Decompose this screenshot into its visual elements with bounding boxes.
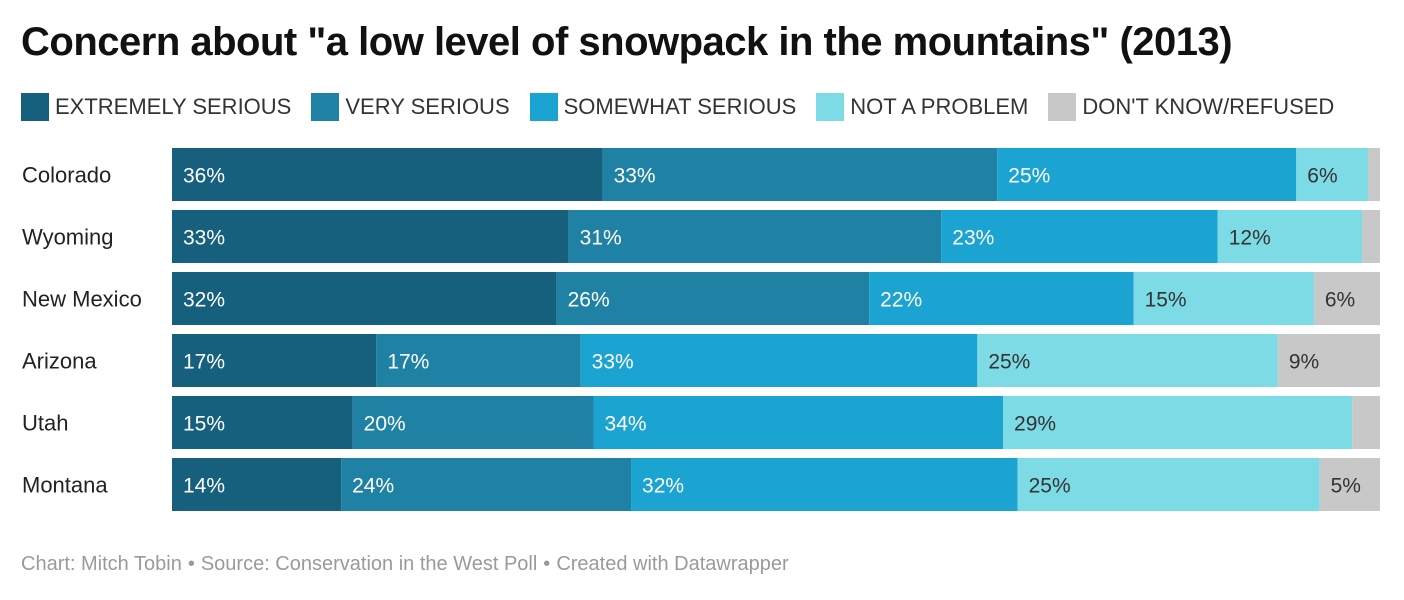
bar-segment-very-serious [376, 334, 581, 387]
bar-segment-very-serious [602, 148, 998, 201]
bar-row-wyoming: Wyoming 33% 31% 23% 12% [22, 210, 1380, 263]
data-label: 36% [183, 165, 225, 188]
footer-separator-1: • [187, 553, 195, 575]
data-label: 32% [642, 475, 684, 498]
data-label: 33% [614, 165, 656, 188]
footer-credit: Chart: Mitch Tobin [21, 553, 182, 575]
category-label: Colorado [22, 163, 111, 188]
bar-segment-very-serious [352, 396, 594, 449]
bar-segment-very-serious [341, 458, 632, 511]
data-label: 9% [1289, 351, 1319, 374]
data-label: 22% [880, 289, 922, 312]
bar-segment-somewhat-serious [869, 272, 1134, 325]
data-label: 20% [364, 413, 406, 436]
bar-segment-don-t-know-refused [1313, 272, 1380, 325]
data-label: 5% [1331, 475, 1361, 498]
legend-item-don-t-know-refused: DON'T KNOW/REFUSED [1048, 93, 1334, 121]
footer-separator-2: • [543, 553, 551, 575]
legend-item-extremely-serious: EXTREMELY SERIOUS [21, 93, 291, 121]
bar-segment-somewhat-serious [631, 458, 1018, 511]
bar-segment-extremely-serious [172, 458, 342, 511]
data-label: 29% [1014, 413, 1056, 436]
data-label: 26% [568, 289, 610, 312]
footer-source: Source: Conservation in the West Poll [200, 553, 538, 575]
bar-row-new-mexico: New Mexico 32% 26% 22% 15% 6% [22, 272, 1380, 325]
chart-footer: Chart: Mitch Tobin • Source: Conservation … [21, 553, 789, 576]
bar-segment-don-t-know-refused [1352, 396, 1380, 449]
data-label: 6% [1307, 165, 1337, 188]
bar-segment-not-a-problem [1133, 272, 1314, 325]
bar-segment-don-t-know-refused [1277, 334, 1380, 387]
legend-label: SOMEWHAT SERIOUS [563, 94, 797, 119]
category-label: Arizona [22, 349, 97, 374]
data-label: 14% [183, 475, 225, 498]
bar-row-utah: Utah 15% 20% 34% 29% [22, 396, 1380, 449]
data-label: 15% [183, 413, 225, 436]
data-label: 31% [580, 227, 622, 250]
legend-label: EXTREMELY SERIOUS [55, 94, 292, 119]
category-label: Wyoming [22, 225, 114, 250]
bar-segment-somewhat-serious [580, 334, 978, 387]
bar-segment-extremely-serious [172, 148, 603, 201]
data-label: 12% [1229, 227, 1271, 250]
legend-label: NOT A PROBLEM [850, 94, 1029, 119]
bar-segment-not-a-problem [1217, 210, 1362, 263]
footer-tool: Created with Datawrapper [556, 553, 789, 575]
category-label: New Mexico [22, 287, 142, 312]
bar-segment-extremely-serious [172, 210, 569, 263]
bar-segment-not-a-problem [1017, 458, 1320, 511]
category-label: Montana [22, 473, 108, 498]
legend-item-somewhat-serious: SOMEWHAT SERIOUS [529, 93, 797, 121]
legend-label: VERY SERIOUS [345, 94, 510, 119]
data-label: 33% [592, 351, 634, 374]
legend-swatch [529, 93, 558, 121]
legend-swatch [21, 93, 49, 121]
data-label: 17% [387, 351, 429, 374]
data-label: 33% [183, 227, 225, 250]
data-label: 15% [1145, 289, 1187, 312]
bar-segment-not-a-problem [977, 334, 1278, 387]
bar-segment-don-t-know-refused [1368, 148, 1380, 201]
bar-row-colorado: Colorado 36% 33% 25% 6% [22, 148, 1380, 201]
bar-segment-not-a-problem [1296, 148, 1369, 201]
bar-segment-don-t-know-refused [1319, 458, 1380, 511]
data-label: 25% [1029, 475, 1071, 498]
bar-segment-very-serious [556, 272, 870, 325]
bar-segment-somewhat-serious [941, 210, 1218, 263]
data-label: 32% [183, 289, 225, 312]
chart-legend: EXTREMELY SERIOUS VERY SERIOUS SOMEWHAT SE… [21, 92, 1354, 122]
legend-item-very-serious: VERY SERIOUS [311, 93, 510, 121]
bar-segment-somewhat-serious [997, 148, 1297, 201]
bar-segment-extremely-serious [172, 396, 353, 449]
bar-segment-don-t-know-refused [1361, 210, 1380, 263]
legend-item-not-a-problem: NOT A PROBLEM [816, 93, 1028, 121]
data-label: 34% [605, 413, 647, 436]
chart-title: Concern about "a low level of snowpack i… [21, 20, 1233, 64]
bar-segment-extremely-serious [172, 272, 557, 325]
data-label: 6% [1325, 289, 1355, 312]
data-label: 24% [352, 475, 394, 498]
data-label: 25% [1008, 165, 1050, 188]
bar-segment-not-a-problem [1003, 396, 1353, 449]
bar-row-arizona: Arizona 17% 17% 33% 25% 9% [22, 334, 1380, 387]
legend-swatch [311, 93, 340, 121]
bar-segment-extremely-serious [172, 334, 377, 387]
category-label: Utah [22, 411, 68, 436]
bar-row-montana: Montana 14% 24% 32% 25% 5% [22, 458, 1380, 511]
data-label: 23% [952, 227, 994, 250]
bar-segment-somewhat-serious [593, 396, 1004, 449]
bar-segment-very-serious [568, 210, 942, 263]
data-label: 17% [183, 351, 225, 374]
legend-swatch [816, 93, 845, 121]
data-label: 25% [988, 351, 1030, 374]
legend-label: DON'T KNOW/REFUSED [1082, 94, 1335, 119]
legend-swatch [1048, 93, 1077, 121]
